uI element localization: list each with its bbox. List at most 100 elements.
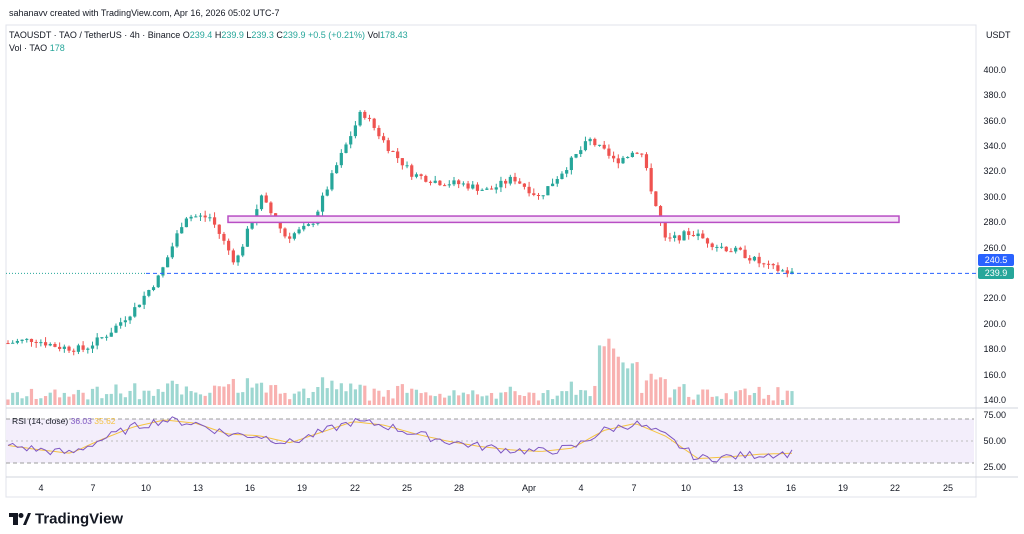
candle-body	[349, 136, 353, 145]
rsi-axis: 75.00 50.00 25.00	[983, 410, 1006, 472]
volume-bar	[673, 389, 677, 405]
volume-bar	[100, 398, 104, 405]
time-tick: 10	[681, 483, 691, 493]
candle-body	[480, 189, 484, 191]
volume-bar	[428, 395, 433, 405]
candle-body	[457, 180, 461, 185]
candle-body	[6, 343, 10, 345]
volume-bar	[372, 388, 376, 405]
volume-bar	[180, 394, 184, 405]
candle-body	[471, 184, 475, 189]
candle-body	[541, 195, 545, 197]
candle-body	[560, 173, 564, 180]
candle-body	[109, 332, 113, 337]
time-tick: 13	[733, 483, 743, 493]
price-axis[interactable]: 400.0 380.0 360.0 340.0 320.0 300.0 280.…	[983, 65, 1006, 405]
brand-name: TradingView	[35, 510, 124, 528]
volume-bar	[480, 396, 484, 405]
candle-body	[320, 195, 325, 212]
time-tick: 7	[631, 483, 636, 493]
candle-body	[691, 234, 696, 237]
candle-body	[724, 246, 728, 252]
volume-bar	[297, 391, 301, 405]
volume-bar	[128, 390, 132, 405]
volume-bar	[330, 380, 334, 405]
volume-info[interactable]: Vol · TAO 178	[9, 43, 65, 53]
volume-bar	[630, 363, 634, 405]
volume-series-label: Vol · TAO	[9, 43, 48, 53]
candle-body	[358, 111, 362, 126]
volume-bar	[649, 373, 653, 405]
volume-bar	[536, 400, 541, 405]
price-tick: 180.0	[983, 344, 1006, 354]
candle-body	[466, 183, 470, 189]
volume-bar	[11, 392, 15, 405]
rsi-tick: 25.00	[983, 462, 1006, 472]
time-tick: 13	[193, 483, 203, 493]
currency-unit[interactable]: USDT	[986, 30, 1011, 40]
candle-body	[227, 240, 231, 251]
symbol-name: TAOUSDT · TAO / TetherUS · 4h · Binance	[9, 30, 181, 40]
volume-bar	[39, 398, 43, 405]
resistance-zone[interactable]	[227, 215, 900, 224]
volume-bar	[489, 392, 494, 405]
price-badge-last-label: 239.9	[985, 268, 1008, 278]
volume-bar	[719, 398, 724, 405]
candle-body	[630, 152, 634, 158]
candle-body	[644, 154, 649, 169]
price-tick: 380.0	[983, 90, 1006, 100]
volume-bar	[757, 386, 761, 405]
chart-credit: sahanavv created with TradingView.com, A…	[9, 8, 280, 18]
time-tick: 16	[786, 483, 796, 493]
volume-bar	[781, 400, 785, 405]
candle-body	[663, 221, 667, 238]
candle-body	[738, 247, 742, 250]
candle-body	[710, 243, 714, 248]
rsi-tick: 75.00	[983, 410, 1006, 420]
volume-bar	[29, 388, 34, 405]
volume-bar	[541, 393, 545, 405]
tradingview-logo[interactable]: TradingView	[9, 510, 123, 528]
volume-bar	[161, 391, 165, 405]
candle-body	[696, 233, 700, 237]
price-tick: 300.0	[983, 192, 1006, 202]
price-badge-high-label: 240.5	[985, 255, 1008, 265]
volume-bar	[142, 390, 146, 405]
symbol-info[interactable]: TAOUSDT · TAO / TetherUS · 4h · Binance …	[9, 30, 408, 40]
candle-body	[250, 222, 254, 229]
price-tick: 320.0	[983, 166, 1006, 176]
candle-body	[198, 215, 203, 217]
candle-body	[729, 251, 733, 253]
candle-body	[283, 228, 287, 237]
candle-body	[405, 165, 409, 167]
time-axis[interactable]: 4 7 10 13 16 19 22 25 28 Apr 4 7 10 13 1…	[38, 483, 953, 493]
volume-bar	[546, 390, 550, 405]
volume-bar	[715, 396, 719, 405]
candle-body	[602, 144, 606, 149]
rsi-legend[interactable]: RSI (14, close) 36.03 35.62	[12, 416, 116, 426]
volume-bar	[53, 389, 57, 405]
vol-value: 178.43	[380, 30, 408, 40]
volume-bar	[292, 393, 296, 405]
volume-bar	[236, 392, 240, 405]
candle-body	[353, 125, 358, 137]
candle-body	[344, 144, 348, 153]
volume-bar	[245, 378, 250, 405]
candle-body	[776, 265, 780, 271]
candle-body	[175, 233, 179, 247]
volume-bar	[762, 398, 766, 405]
volume-bar	[405, 392, 409, 405]
candle-body	[119, 322, 123, 326]
price-tick: 280.0	[983, 217, 1006, 227]
candle-body	[762, 263, 766, 265]
volume-bar	[381, 396, 386, 405]
candle-body	[222, 233, 226, 241]
volume-bar	[156, 389, 160, 405]
volume-bar	[527, 392, 531, 405]
volume-bar	[119, 393, 123, 405]
candle-body	[414, 174, 419, 177]
volume-bar	[81, 392, 85, 405]
candle-body	[743, 249, 747, 259]
candle-body	[151, 287, 156, 291]
